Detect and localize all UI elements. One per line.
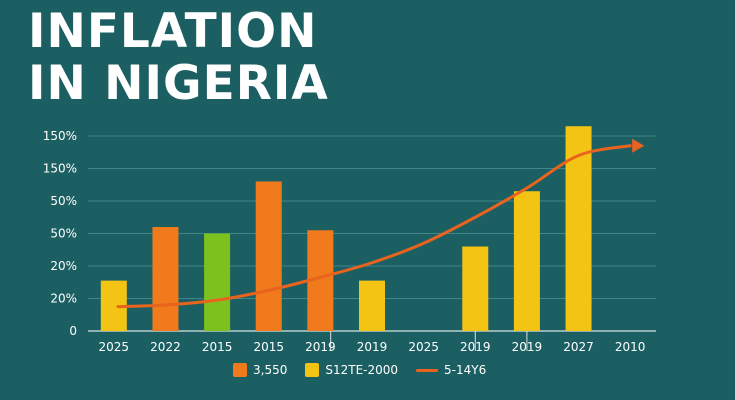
y-tick-label-1: 20% [50,292,77,306]
trend-line-group [116,138,645,309]
trend-line-arrowhead [632,138,645,153]
chart-legend: 3,550 S12TE-2000 5-14Y6 [233,360,504,380]
legend-item-orange: 3,550 [233,363,287,377]
chart-title-line-1: INFLATION [28,4,318,59]
x-tick-label-9: 2027 [563,340,594,354]
y-tick-label-2: 20% [50,259,77,273]
legend-label-trend: 5-14Y6 [444,363,487,377]
x-tick-label-2: 2015 [202,340,233,354]
bar-1 [152,227,179,331]
chart-title: INFLATION IN NIGERIA [28,6,329,110]
bar-8 [513,191,540,331]
y-tick-label-4: 50% [50,194,77,208]
y-tick-label-6: 150% [43,129,77,143]
legend-swatch-yellow [305,363,320,377]
bar-7 [462,246,489,331]
y-axis-tick-labels: 0 20% 20% 50% 50% 150% 150% [43,129,77,338]
legend-label-orange: 3,550 [253,363,288,377]
x-tick-label-10: 2010 [615,340,646,354]
x-tick-label-8: 2019 [512,340,543,354]
y-tick-label-5: 150% [43,162,77,176]
x-axis-tick-labels: 2025 2022 2015 2015 2019 2019 2025 2019 2019 2027… [99,340,646,354]
y-tick-label-0: 0 [69,324,77,338]
x-tick-label-1: 2022 [150,340,181,354]
trend-line [116,144,632,309]
bar-5 [359,280,385,331]
bars [100,126,592,331]
legend-item-yellow: S12TE-2000 [305,363,398,377]
legend-label-yellow: S12TE-2000 [325,363,399,377]
x-tick-label-3: 2015 [253,340,284,354]
bar-2 [204,233,231,331]
legend-swatch-orange [233,363,247,377]
x-tick-label-4: 2019 [305,340,336,354]
bar-3 [255,181,282,331]
x-tick-label-6: 2025 [408,340,439,354]
x-tick-label-7: 2019 [460,340,491,354]
chart-title-line-2: IN NIGERIA [28,56,329,111]
legend-item-trend: 5-14Y6 [416,363,486,377]
y-tick-label-3: 50% [50,227,77,241]
x-tick-label-0: 2025 [99,340,130,354]
x-tick-label-5: 2019 [357,340,388,354]
legend-swatch-trend [416,368,439,372]
